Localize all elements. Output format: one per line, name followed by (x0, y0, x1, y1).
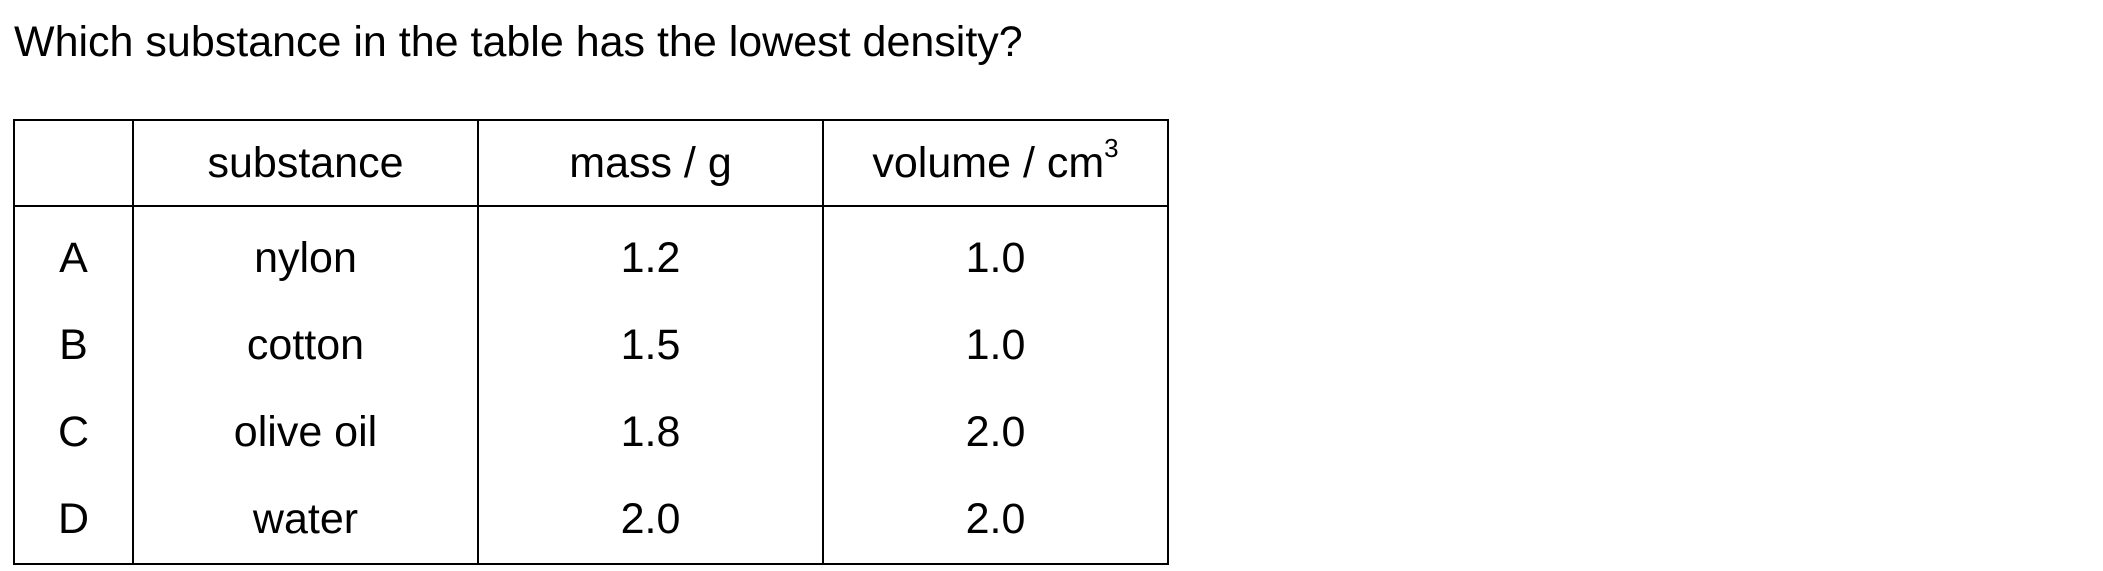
row-substance: cotton (132, 302, 479, 389)
row-letter: C (13, 389, 134, 476)
row-mass: 2.0 (477, 476, 824, 565)
table-header-row: substance mass / g volume / cm3 (13, 119, 1169, 207)
table-row: D water 2.0 2.0 (13, 476, 1169, 565)
row-substance: water (132, 476, 479, 565)
header-letter (13, 119, 134, 207)
header-volume: volume / cm3 (822, 119, 1169, 207)
row-volume: 1.0 (822, 302, 1169, 389)
table-row: C olive oil 1.8 2.0 (13, 389, 1169, 476)
row-letter: A (13, 206, 134, 302)
row-volume: 2.0 (822, 476, 1169, 565)
question-text: Which substance in the table has the low… (14, 18, 1023, 66)
row-volume: 1.0 (822, 206, 1169, 302)
row-volume: 2.0 (822, 389, 1169, 476)
row-mass: 1.5 (477, 302, 824, 389)
row-letter: B (13, 302, 134, 389)
table-row: B cotton 1.5 1.0 (13, 302, 1169, 389)
table-row: A nylon 1.2 1.0 (13, 206, 1169, 302)
row-substance: nylon (132, 206, 479, 302)
header-volume-unit: volume / cm (872, 138, 1105, 187)
row-mass: 1.2 (477, 206, 824, 302)
header-volume-exponent: 3 (1104, 132, 1119, 163)
header-substance: substance (132, 119, 479, 207)
row-substance: olive oil (132, 389, 479, 476)
header-mass: mass / g (477, 119, 824, 207)
row-mass: 1.8 (477, 389, 824, 476)
density-table: substance mass / g volume / cm3 A nylon … (13, 119, 1169, 565)
row-letter: D (13, 476, 134, 565)
